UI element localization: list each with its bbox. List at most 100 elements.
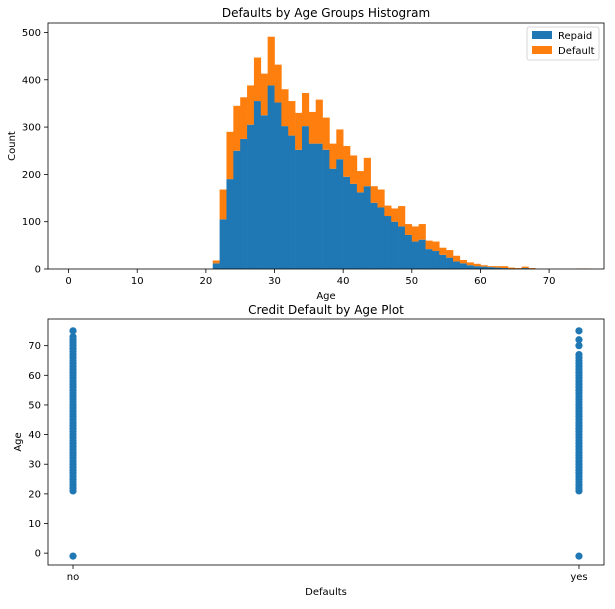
bar-default [522,267,529,268]
legend-label-repaid: Repaid [558,31,592,42]
bar-repaid [364,186,371,269]
bar-default [384,206,391,216]
y-tick-label: 60 [28,371,41,382]
histogram-y-label: Count [7,131,18,161]
bar-repaid [261,115,268,269]
bar-repaid [336,159,343,269]
bar-default [508,268,515,269]
bar-default [309,112,316,144]
bar-default [412,226,419,241]
bar-default [494,266,501,267]
scatter-point-yes [575,553,582,560]
bar-repaid [474,266,481,269]
x-tick-label: no [67,572,79,583]
bar-default [220,190,227,220]
bar-repaid [426,249,433,269]
bar-default [446,250,453,258]
bar-repaid [295,150,302,269]
bar-default [295,113,302,150]
histogram-x-label: Age [316,291,335,302]
bar-repaid [281,126,288,269]
bar-default [350,155,357,183]
bar-repaid [323,150,330,269]
bar-repaid [398,226,405,269]
bar-default [487,266,494,267]
bar-repaid [316,144,323,269]
y-tick-label: 0 [35,265,41,276]
y-tick-label: 500 [22,28,41,39]
x-tick-label: 70 [543,276,556,287]
bar-default [474,264,481,266]
bar-default [288,101,295,136]
scatter-axes-frame [48,319,604,565]
x-tick-label: 50 [405,276,418,287]
bar-repaid [213,263,220,269]
bar-default [233,106,240,151]
bar-repaid [302,126,309,269]
bar-default [281,89,288,126]
bar-repaid [343,177,350,269]
scatter-point-yes [575,327,582,334]
x-tick-label: 60 [474,276,487,287]
bar-repaid [233,151,240,269]
scatter-point-no [69,327,76,334]
bar-default [501,266,508,268]
bar-default [268,37,275,86]
bar-default [391,208,398,221]
y-tick-label: 30 [28,460,41,471]
scatter-point-yes [575,351,582,358]
y-tick-label: 70 [28,341,41,352]
bar-repaid [226,179,233,269]
bar-repaid [275,102,282,269]
y-tick-label: 10 [28,519,41,530]
bar-repaid [254,101,261,269]
histogram-bars [213,37,591,269]
bar-repaid [309,144,316,269]
y-tick-label: 200 [22,170,41,181]
bar-default [398,206,405,226]
bar-repaid [467,265,474,269]
bar-default [405,224,412,235]
bar-default [371,186,378,203]
bar-repaid [412,242,419,269]
bar-repaid [419,240,426,269]
bar-default [302,93,309,126]
bar-repaid [432,251,439,269]
bar-default [254,58,261,102]
bar-repaid [350,184,357,269]
bar-repaid [247,125,254,269]
bar-default [329,144,336,169]
bar-default [460,260,467,263]
bar-repaid [288,136,295,269]
bar-repaid [460,263,467,269]
y-tick-label: 0 [35,549,41,560]
bar-repaid [377,208,384,270]
bar-default [357,171,364,192]
legend-label-default: Default [558,46,595,57]
bar-repaid [391,222,398,269]
bar-default [323,118,330,150]
bar-default [480,265,487,266]
bar-default [426,241,433,250]
scatter-points [69,327,582,559]
legend-swatch-repaid [532,31,552,39]
scatter-y-label: Age [13,432,24,451]
legend-swatch-default [532,46,552,54]
histogram-title: Defaults by Age Groups Histogram [222,6,430,20]
bar-default [364,158,371,186]
y-tick-label: 300 [22,123,41,134]
bar-repaid [240,139,247,269]
x-tick-label: 30 [268,276,281,287]
bar-default [336,129,343,159]
x-tick-label: yes [570,572,587,583]
bar-default [377,190,384,208]
y-tick-label: 40 [28,430,41,441]
bar-default [226,132,233,179]
